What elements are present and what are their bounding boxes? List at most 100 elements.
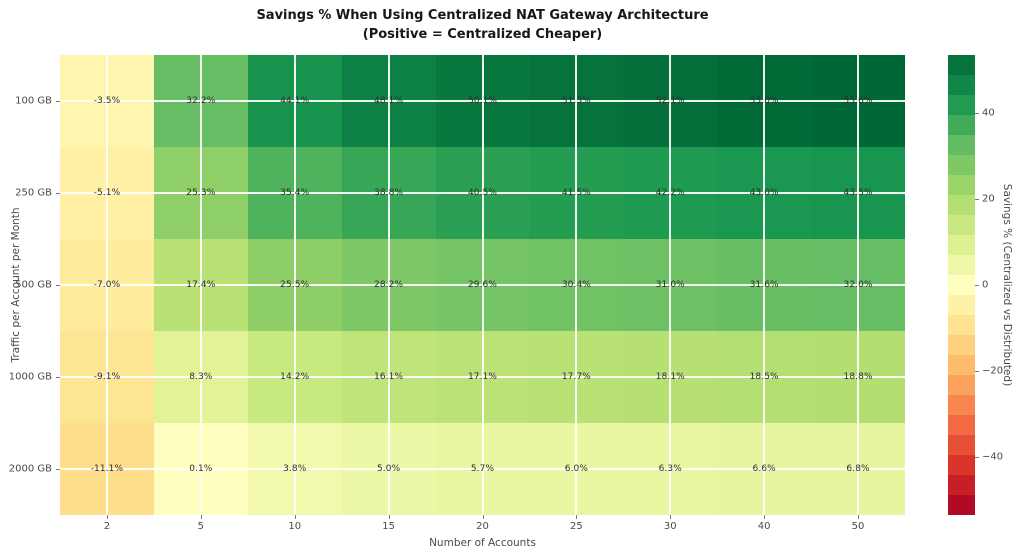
colorbar-band (948, 375, 975, 395)
cell-value-label: 8.3% (189, 372, 213, 382)
colorbar-tick-label: 0 (982, 279, 989, 291)
colorbar-band (948, 355, 975, 375)
cell-value-label: 6.8% (846, 464, 870, 474)
cell-value-label: 18.5% (749, 372, 779, 382)
cell-value-label: 18.1% (655, 372, 685, 382)
colorbar-band (948, 435, 975, 455)
colorbar (948, 55, 975, 515)
cell-value-label: 6.3% (658, 464, 682, 474)
colorbar-band (948, 495, 975, 515)
colorbar-band (948, 475, 975, 495)
cell-value-label: 28.2% (374, 280, 404, 290)
colorbar-band (948, 115, 975, 135)
cell-value-label: 6.6% (752, 464, 776, 474)
colorbar-tick-mark (975, 285, 979, 286)
chart-title: Savings % When Using Centralized NAT Gat… (60, 7, 905, 45)
colorbar-tick-mark (975, 113, 979, 115)
cell-value-label: 32.0% (843, 280, 873, 290)
y-axis-label: Traffic per Account per Month (10, 207, 22, 363)
colorbar-tick-label: −40 (982, 451, 1004, 463)
y-tick-label: 250 GB (15, 187, 52, 199)
cell-value-label: 31.0% (655, 280, 685, 290)
cell-value-label: 31.6% (749, 280, 779, 290)
y-tick-mark (56, 193, 60, 194)
cell-value-label: 35.4% (280, 188, 310, 198)
cell-value-label: 17.4% (186, 280, 216, 290)
colorbar-band (948, 275, 975, 295)
cell-value-label: -9.1% (93, 372, 121, 382)
x-tick-mark (576, 515, 578, 519)
cell-value-label: 14.2% (280, 372, 310, 382)
y-tick-mark (56, 469, 60, 470)
cell-value-label: 5.0% (376, 464, 401, 474)
colorbar-band (948, 55, 975, 75)
colorbar-tick-mark (975, 370, 979, 372)
y-tick-label: 2000 GB (8, 463, 52, 475)
cell-value-label: 48.1% (374, 96, 404, 106)
cell-value-label: 32.2% (186, 96, 216, 106)
x-tick-label: 10 (288, 521, 302, 532)
x-tick-mark (388, 515, 390, 519)
cell-value-label: 3.8% (283, 464, 307, 474)
cell-value-label: -5.1% (93, 188, 121, 198)
x-tick-mark (294, 515, 296, 519)
horizontal-gridline (60, 192, 905, 194)
chart-title-line1: Savings % When Using Centralized NAT Gat… (256, 8, 709, 23)
cell-value-label: 17.1% (467, 372, 498, 382)
cell-value-label: 44.1% (280, 96, 310, 106)
cell-value-label: 43.0% (749, 188, 779, 198)
x-axis-label: Number of Accounts (429, 537, 536, 549)
cell-value-label: 25.3% (186, 188, 216, 198)
cell-value-label: 40.5% (467, 188, 498, 198)
colorbar-tick-label: 20 (982, 193, 995, 205)
x-tick-mark (764, 515, 766, 519)
x-tick-mark (482, 515, 484, 519)
x-tick-mark (670, 515, 672, 519)
colorbar-band (948, 415, 975, 435)
cell-value-label: -3.5% (93, 96, 121, 106)
y-tick-label: 100 GB (15, 95, 52, 107)
cell-value-label: 50.1% (467, 96, 498, 106)
cell-value-label: 16.1% (374, 372, 404, 382)
colorbar-band (948, 235, 975, 255)
horizontal-gridline (60, 100, 905, 102)
colorbar-band (948, 175, 975, 195)
cell-value-label: 53.6% (843, 96, 873, 106)
cell-value-label: 53.0% (749, 96, 779, 106)
horizontal-gridline (60, 284, 905, 286)
colorbar-band (948, 335, 975, 355)
colorbar-band (948, 395, 975, 415)
x-tick-label: 25 (570, 521, 583, 532)
cell-value-label: 25.5% (280, 280, 310, 290)
x-tick-label: 2 (103, 521, 111, 532)
cell-value-label: 5.7% (470, 464, 495, 474)
y-tick-label: 500 GB (15, 279, 52, 291)
colorbar-band (948, 95, 975, 115)
x-tick-label: 40 (757, 521, 771, 532)
x-tick-label: 20 (476, 521, 489, 532)
cell-value-label: 0.1% (189, 464, 213, 474)
cell-value-label: 43.5% (843, 188, 873, 198)
y-tick-mark (56, 377, 60, 378)
colorbar-band (948, 255, 975, 275)
colorbar-band (948, 75, 975, 95)
horizontal-gridline (60, 376, 905, 378)
cell-value-label: 30.4% (561, 280, 591, 290)
colorbar-tick-label: 40 (982, 107, 995, 119)
x-tick-mark (858, 515, 860, 519)
x-tick-label: 50 (851, 521, 865, 532)
y-tick-mark (56, 285, 60, 286)
x-tick-label: 15 (382, 521, 395, 532)
cell-value-label: 52.1% (655, 96, 685, 106)
cell-value-label: 41.5% (561, 188, 591, 198)
heatmap-plot-area: -3.5% 32.2% 44.1% 48.1% 50.1% 51.3% 52.1% 53.0%… (60, 55, 905, 515)
cell-value-label: 29.6% (467, 280, 498, 290)
colorbar-label: Savings % (Centralized vs Distributed) (1001, 183, 1013, 387)
cell-value-label: 6.0% (564, 464, 589, 474)
cell-value-label: 17.7% (561, 372, 591, 382)
y-tick-mark (56, 101, 60, 102)
horizontal-gridline (60, 468, 905, 470)
cell-value-label: -7.0% (93, 280, 121, 290)
colorbar-band (948, 135, 975, 155)
